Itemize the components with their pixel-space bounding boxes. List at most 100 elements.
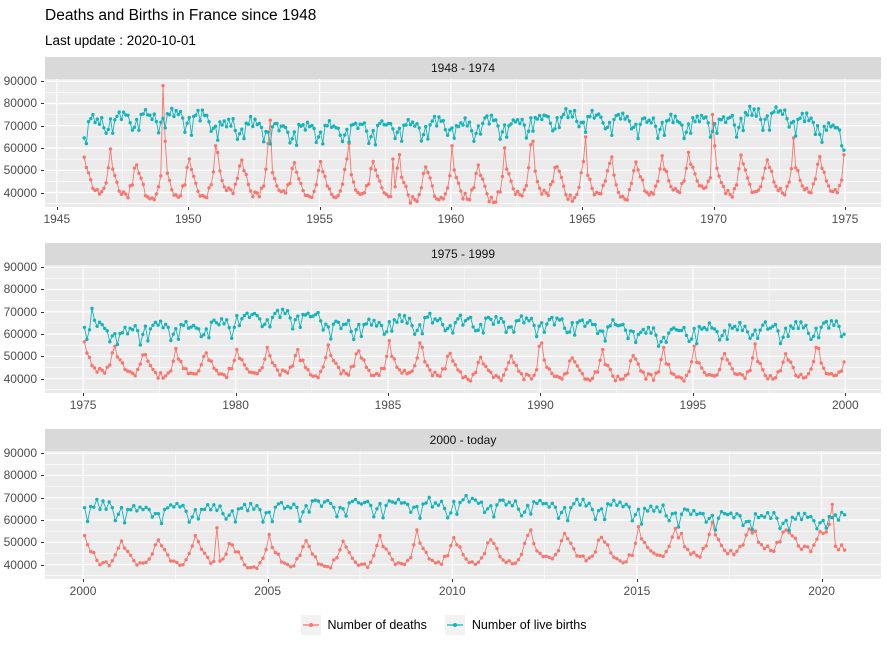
y-tick-label: 40000 — [3, 557, 37, 572]
y-tick-mark — [41, 542, 44, 544]
y-tick-label: 90000 — [3, 74, 37, 89]
x-tick-mark — [821, 579, 823, 582]
y-tick-label: 40000 — [3, 371, 37, 386]
x-axis: 1945 1950 1955 1960 1965 1970 1975 — [43, 207, 881, 233]
x-tick-mark — [450, 207, 452, 210]
y-tick-label: 50000 — [3, 349, 37, 364]
x-tick-mark — [83, 393, 85, 396]
plot-canvas — [45, 265, 881, 393]
x-tick-label: 1945 — [43, 212, 71, 226]
x-tick-label: 1995 — [679, 398, 707, 412]
y-tick-label: 70000 — [3, 490, 37, 505]
y-tick-label: 80000 — [3, 282, 37, 297]
plot-panel — [45, 451, 881, 579]
x-tick-label: 1965 — [568, 212, 596, 226]
x-tick-label: 1975 — [831, 212, 859, 226]
x-tick-label: 2000 — [69, 584, 97, 598]
x-tick-mark — [83, 579, 85, 582]
legend-item-births: Number of live births — [444, 615, 587, 635]
plot-canvas — [45, 79, 881, 207]
x-tick-label: 1990 — [527, 398, 554, 412]
x-tick-mark — [636, 579, 638, 582]
y-axis: 40000 50000 60000 70000 80000 90000 — [0, 446, 45, 579]
facet-2000-today: 2000 - today 40000 50000 60000 70000 80000 90… — [0, 429, 887, 607]
y-tick-mark — [41, 81, 44, 83]
deaths-series — [82, 502, 847, 571]
plot-canvas — [45, 451, 881, 579]
x-tick-label: 1955 — [306, 212, 333, 226]
x-tick-mark — [188, 207, 190, 210]
x-tick-label: 1960 — [437, 212, 465, 226]
x-tick-label: 1985 — [374, 398, 402, 412]
plot-panel — [45, 265, 881, 393]
x-tick-mark — [56, 207, 58, 210]
x-tick-label: 1975 — [69, 398, 97, 412]
deaths-series — [82, 84, 846, 205]
y-axis: 40000 50000 60000 70000 80000 90000 — [0, 74, 45, 207]
y-tick-label: 40000 — [3, 185, 37, 200]
y-tick-mark — [41, 497, 44, 499]
legend-label: Number of live births — [471, 618, 587, 632]
y-tick-mark — [41, 267, 44, 269]
births-series — [82, 493, 847, 533]
y-tick-label: 70000 — [3, 304, 37, 319]
x-tick-label: 1950 — [174, 212, 202, 226]
x-tick-mark — [452, 579, 454, 582]
legend: Number of deaths Number of live births — [0, 615, 887, 635]
y-tick-label: 90000 — [3, 446, 37, 461]
x-axis: 1975 1980 1985 1990 1995 2000 — [45, 393, 881, 419]
deaths-line-key-icon — [300, 615, 321, 635]
x-tick-label: 2000 — [831, 398, 859, 412]
x-tick-mark — [387, 393, 389, 396]
facet-1975-1999: 1975 - 1999 40000 50000 60000 70000 80000 900… — [0, 243, 887, 421]
page-title: Deaths and Births in France since 1948 — [45, 7, 317, 24]
births-series — [82, 104, 846, 152]
x-tick-mark — [540, 393, 542, 396]
x-tick-label: 2010 — [438, 584, 466, 598]
x-tick-mark — [713, 207, 715, 210]
y-tick-mark — [41, 289, 44, 291]
y-tick-label: 50000 — [3, 163, 37, 178]
x-tick-mark — [319, 207, 321, 210]
y-tick-mark — [41, 520, 44, 521]
y-tick-label: 60000 — [3, 141, 37, 155]
x-tick-mark — [845, 393, 847, 396]
y-tick-mark — [41, 311, 44, 313]
y-tick-mark — [41, 148, 44, 149]
y-tick-mark — [41, 378, 44, 380]
y-tick-label: 60000 — [3, 327, 37, 341]
chart-subtitle: Last update : 2020-10-01 — [45, 33, 196, 48]
x-tick-label: 2020 — [808, 584, 835, 598]
y-tick-label: 80000 — [3, 96, 37, 111]
facet-1948-1974: 1948 - 1974 40000 50000 60000 70000 80000 900… — [0, 57, 887, 235]
y-tick-mark — [41, 192, 44, 194]
x-tick-label: 1980 — [222, 398, 249, 412]
plot-panel — [45, 79, 881, 207]
y-tick-mark — [41, 564, 44, 566]
deaths-series — [82, 339, 846, 383]
x-tick-label: 1970 — [700, 212, 727, 226]
y-tick-label: 80000 — [3, 468, 37, 483]
facet-strip-label: 1975 - 1999 — [45, 243, 881, 265]
y-tick-mark — [41, 103, 44, 105]
y-tick-mark — [41, 125, 44, 127]
y-tick-label: 60000 — [3, 513, 37, 527]
x-axis: 2000 2005 2010 2015 2020 — [45, 579, 881, 605]
y-tick-mark — [41, 453, 44, 455]
x-tick-mark — [582, 207, 584, 210]
legend-item-deaths: Number of deaths — [300, 615, 427, 635]
y-tick-label: 70000 — [3, 118, 37, 133]
births-series — [82, 306, 846, 348]
births-line-key-icon — [444, 615, 465, 635]
x-tick-mark — [692, 393, 694, 396]
y-tick-mark — [41, 170, 44, 172]
y-tick-label: 90000 — [3, 260, 37, 275]
x-tick-label: 2005 — [254, 584, 282, 598]
x-tick-mark — [235, 393, 237, 396]
legend-label: Number of deaths — [327, 618, 427, 632]
facet-strip-label: 2000 - today — [45, 429, 881, 451]
y-tick-label: 50000 — [3, 535, 37, 550]
y-axis: 40000 50000 60000 70000 80000 90000 — [0, 260, 45, 393]
facet-strip-label: 1948 - 1974 — [45, 57, 881, 79]
